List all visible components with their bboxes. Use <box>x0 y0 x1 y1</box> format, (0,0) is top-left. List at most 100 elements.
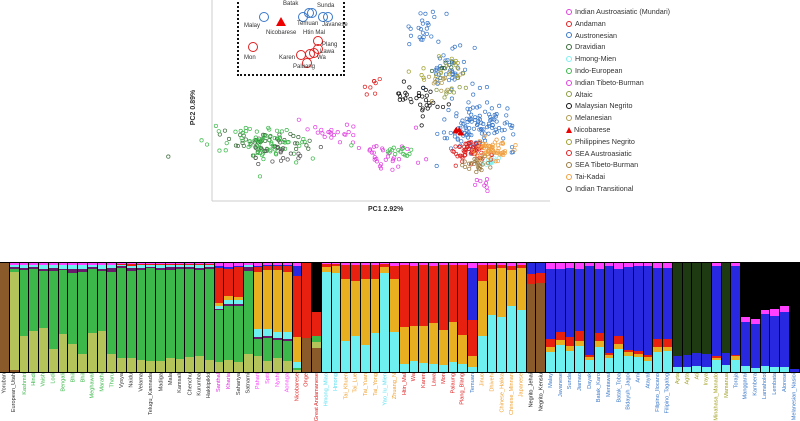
inset-label: Temuan <box>297 21 319 27</box>
scatter-point <box>434 65 439 70</box>
scatter-point <box>335 130 340 135</box>
ancestry-segment <box>58 270 68 334</box>
ancestry-segment <box>253 266 263 272</box>
ancestry-segment <box>253 356 263 372</box>
scatter-point <box>420 21 425 26</box>
scatter-point <box>424 26 429 31</box>
population-bar <box>419 263 429 372</box>
scatter-point <box>450 60 455 65</box>
scatter-point <box>463 149 468 154</box>
ancestry-segment <box>643 357 653 361</box>
population-label-cell: Dhivehi <box>488 373 498 419</box>
scatter-point <box>441 53 446 58</box>
ancestry-segment <box>770 309 779 316</box>
ancestry-segment <box>653 347 662 353</box>
population-label-cell: Lodi <box>49 373 59 419</box>
population-label-cell: Bhil <box>68 373 78 419</box>
legend-item: Indian Tibeto-Burman <box>566 77 670 89</box>
scatter-point <box>473 182 478 187</box>
scatter-point <box>470 81 475 86</box>
scatter-point <box>420 106 425 111</box>
ancestry-segment <box>302 263 311 339</box>
ancestry-segment <box>273 357 282 372</box>
ancestry-segment <box>117 263 126 265</box>
ancestry-segment <box>663 339 672 347</box>
scatter-point <box>449 96 454 101</box>
scatter-point <box>453 144 458 149</box>
ancestry-segment <box>204 264 214 266</box>
scatter-point <box>396 164 401 169</box>
population-label-cell: Filipino_Tagalog <box>663 373 673 419</box>
ancestry-segment <box>624 350 633 353</box>
population-label: Bhil <box>70 373 77 383</box>
scatter-point <box>217 148 222 153</box>
scatter-point <box>462 159 467 164</box>
circle-marker-icon <box>566 174 572 181</box>
ancestry-segment <box>146 268 155 361</box>
scatter-point <box>446 102 451 107</box>
scatter-point <box>403 90 408 95</box>
population-bar <box>536 263 546 372</box>
ancestry-segment <box>331 272 341 372</box>
scatter-point <box>233 143 238 148</box>
population-bar <box>477 263 488 372</box>
ancestry-segment <box>9 267 19 269</box>
scatter-point <box>409 100 414 105</box>
population-label: Manggarai <box>742 373 749 400</box>
population-label-cell: Chinese_Minnan <box>507 373 517 419</box>
population-bar <box>39 263 49 372</box>
scatter-point <box>433 71 438 76</box>
scatter-point <box>449 65 454 70</box>
ancestry-segment <box>136 265 146 268</box>
scatter-point <box>257 174 263 179</box>
ancestry-segment <box>312 347 321 372</box>
scatter-point <box>486 131 491 136</box>
scatter-point <box>493 127 498 132</box>
ancestry-segment <box>263 265 272 270</box>
population-bar <box>87 263 98 372</box>
legend-label: Andaman <box>575 18 606 28</box>
population-bar <box>107 263 117 372</box>
ancestry-segment <box>117 358 126 372</box>
ancestry-segment <box>360 264 370 280</box>
ancestry-segment <box>165 264 175 266</box>
ancestry-segment <box>546 352 555 372</box>
scatter-point <box>421 75 426 80</box>
ancestry-segment <box>273 263 282 266</box>
ancestry-segment <box>97 271 107 331</box>
population-label: Vysya <box>118 373 125 389</box>
population-label-cell: Hakkipikki <box>205 373 215 419</box>
population-label-cell: Hmong <box>332 373 342 419</box>
ancestry-segment <box>663 346 672 352</box>
scatter-point <box>439 88 444 93</box>
ancestry-segment <box>126 263 136 265</box>
scatter-point <box>418 37 423 42</box>
population-label-cell: Kambera <box>751 373 761 419</box>
scatter-point <box>482 183 487 188</box>
scatter-point <box>267 127 272 132</box>
population-bar <box>750 263 761 372</box>
population-label-cell: Ami <box>634 373 644 419</box>
scatter-point <box>304 143 309 148</box>
ancestry-segment <box>770 315 779 367</box>
ancestry-segment <box>497 268 506 317</box>
ancestry-segment <box>39 263 48 266</box>
scatter-point <box>253 155 258 160</box>
scatter-point <box>471 92 476 97</box>
legend-item: Tai-Kadai <box>566 171 670 183</box>
scatter-point <box>400 146 405 151</box>
population-label-cell: Tai_Lue <box>351 373 361 419</box>
scatter-point <box>447 70 452 75</box>
ancestry-segment <box>9 264 19 268</box>
ancestry-segment <box>117 266 126 269</box>
scatter-point <box>383 157 388 162</box>
scatter-point <box>446 108 451 113</box>
legend-label: Austronesian <box>575 30 617 40</box>
population-label: Meghawal <box>89 373 96 399</box>
ancestry-segment <box>331 263 341 265</box>
triangle-marker-icon <box>566 126 572 133</box>
population-label-cell: Japanese <box>517 373 527 419</box>
ancestry-segment <box>126 265 136 269</box>
scatter-point <box>426 100 431 105</box>
ancestry-segment <box>136 270 146 360</box>
